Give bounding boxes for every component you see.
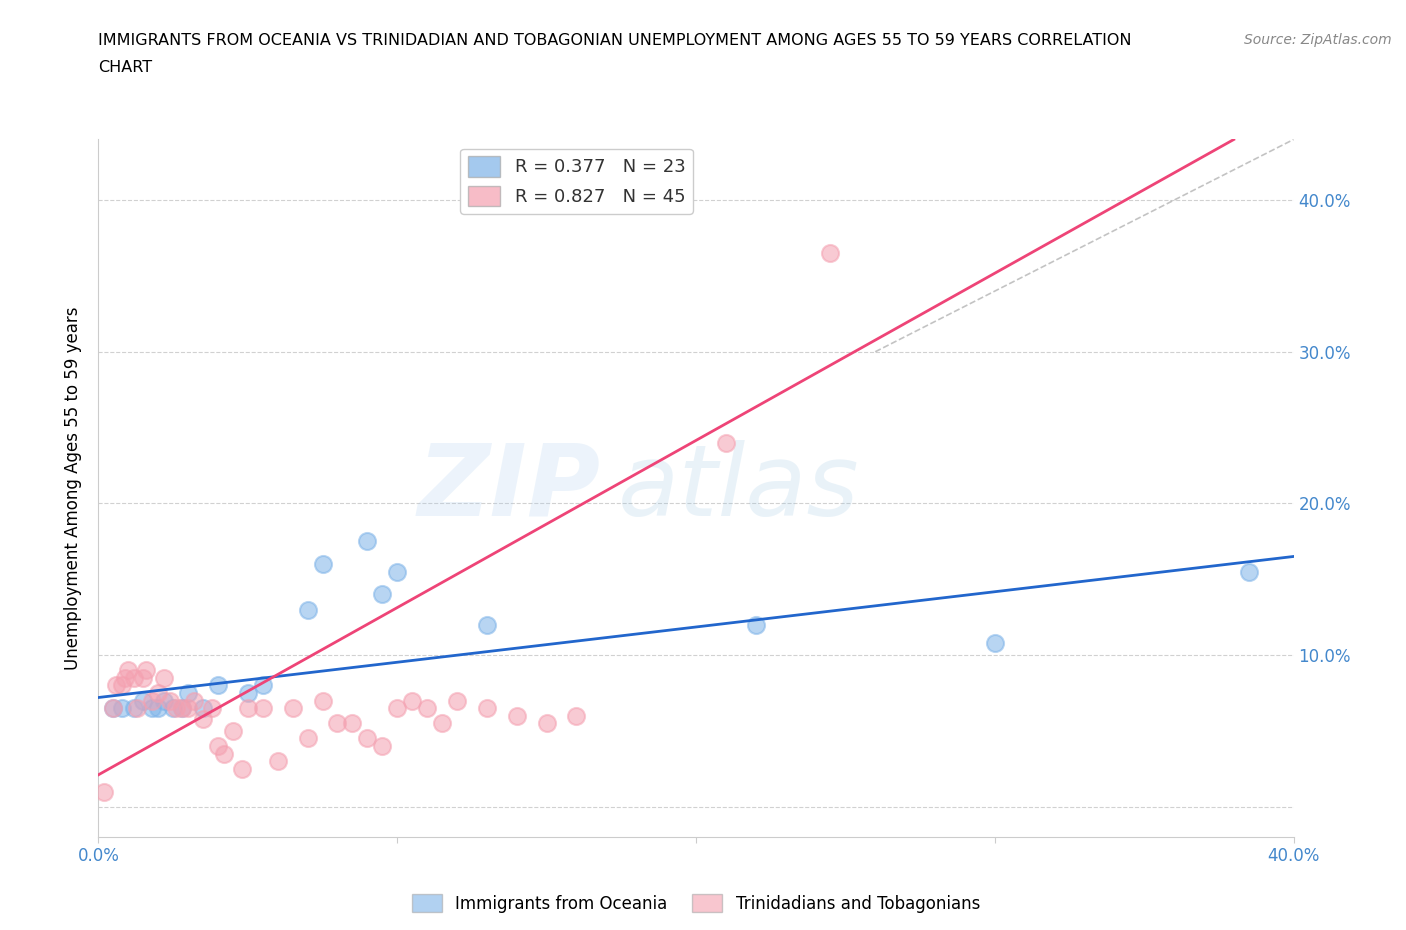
Point [111,700,134,715]
Point [356,731,378,746]
Text: ZIP: ZIP [418,440,600,537]
Point [326,716,349,731]
Point [153,671,176,685]
Point [356,534,378,549]
Point [103,700,125,715]
Point [117,663,139,678]
Point [105,678,128,693]
Point [159,693,181,708]
Point [297,731,319,746]
Point [446,693,468,708]
Text: Source: ZipAtlas.com: Source: ZipAtlas.com [1244,33,1392,46]
Point [124,700,146,715]
Point [430,716,453,731]
Point [231,762,253,777]
Point [371,587,394,602]
Point [267,753,290,768]
Point [401,693,423,708]
Point [506,709,529,724]
Legend: Immigrants from Oceania, Trinidadians and Tobagonians: Immigrants from Oceania, Trinidadians an… [405,887,987,920]
Point [191,700,214,715]
Point [385,700,409,715]
Point [252,678,274,693]
Point [385,565,409,579]
Point [141,700,163,715]
Point [745,618,768,632]
Point [820,246,842,260]
Point [114,671,136,685]
Text: CHART: CHART [98,60,152,75]
Point [236,700,259,715]
Y-axis label: Unemployment Among Ages 55 to 59 years: Unemployment Among Ages 55 to 59 years [65,307,83,670]
Text: IMMIGRANTS FROM OCEANIA VS TRINIDADIAN AND TOBAGONIAN UNEMPLOYMENT AMONG AGES 55: IMMIGRANTS FROM OCEANIA VS TRINIDADIAN A… [98,33,1132,47]
Point [342,716,364,731]
Point [172,700,194,715]
Point [103,700,125,715]
Point [183,693,205,708]
Point [984,635,1007,650]
Point [475,700,498,715]
Point [135,663,157,678]
Point [212,746,235,761]
Point [714,435,737,450]
Point [236,685,259,700]
Point [177,700,200,715]
Point [141,693,163,708]
Point [207,738,229,753]
Point [124,671,146,685]
Point [165,700,187,715]
Point [177,685,200,700]
Point [93,784,115,799]
Point [162,700,184,715]
Point [132,671,155,685]
Point [207,678,229,693]
Point [153,693,176,708]
Point [281,700,304,715]
Point [148,700,170,715]
Text: atlas: atlas [619,440,860,537]
Point [297,602,319,617]
Point [371,738,394,753]
Point [311,557,333,572]
Point [565,709,588,724]
Point [1237,565,1260,579]
Point [132,693,155,708]
Point [111,678,134,693]
Point [222,724,245,738]
Point [201,700,224,715]
Point [475,618,498,632]
Point [191,711,214,726]
Point [252,700,274,715]
Point [148,685,170,700]
Point [311,693,333,708]
Point [172,700,194,715]
Point [416,700,439,715]
Point [536,716,558,731]
Point [127,700,149,715]
